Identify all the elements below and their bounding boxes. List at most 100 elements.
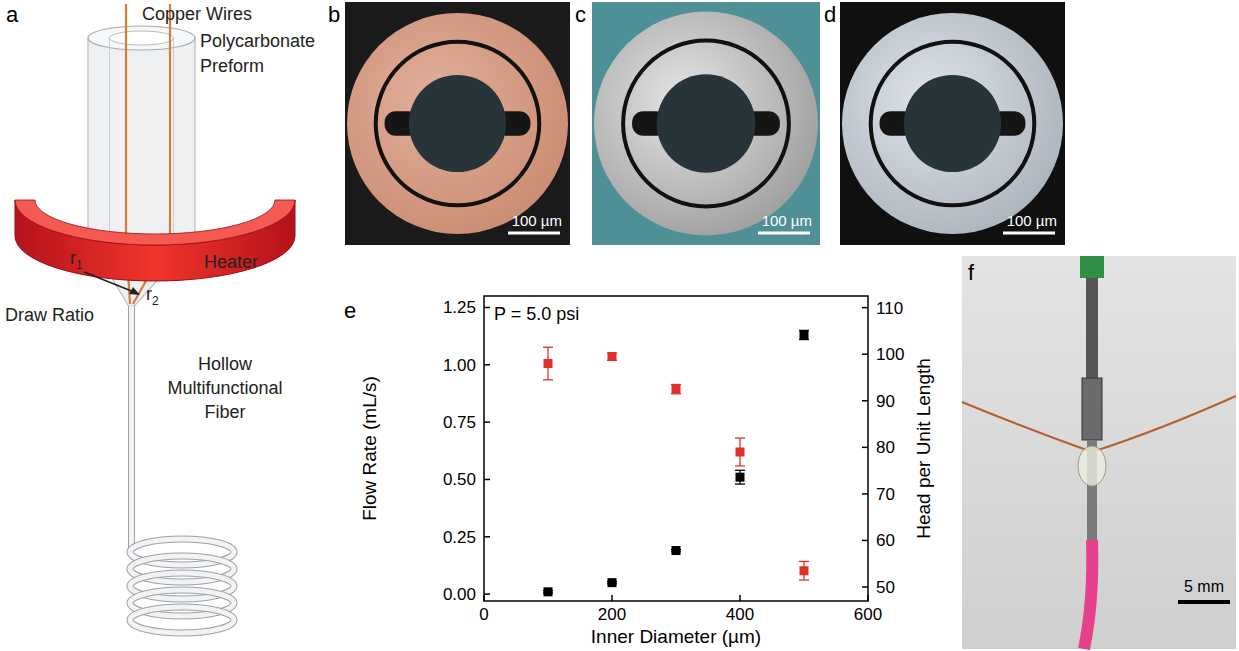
heater-top: [15, 200, 295, 245]
y-tick-label: 1.00: [443, 356, 476, 375]
fiber-ring: [376, 42, 540, 206]
panel-letter: e: [344, 298, 356, 323]
point: [544, 359, 553, 368]
y-tick-label: 0.00: [443, 585, 476, 604]
fiber-core: [409, 75, 506, 172]
y-tick: [484, 421, 490, 423]
error-bar: [607, 353, 617, 360]
point: [672, 385, 681, 394]
y-tick: [484, 536, 490, 538]
y2-tick: [862, 400, 868, 402]
scale-bar: [1178, 600, 1230, 604]
y-tick: [484, 364, 490, 366]
needle: [1086, 278, 1098, 378]
y2-tick-label: 110: [876, 299, 903, 318]
y2-tick: [862, 540, 868, 542]
figure: Copper Wires PolycarbonatePreform Heater r1…: [0, 0, 1239, 651]
y2-axis-title: Head per Unit Length: [913, 358, 934, 539]
y2-tick-label: 80: [876, 438, 895, 457]
connector: [1082, 378, 1102, 440]
y2-tick-label: 60: [876, 531, 895, 550]
error-bar-cap: [735, 465, 745, 466]
label: r2: [146, 284, 159, 308]
annotation: P = 5.0 psi: [494, 304, 579, 324]
label-line: Polycarbonate: [200, 31, 315, 51]
label-subscript: 2: [152, 294, 159, 308]
error-bar-cap: [735, 437, 745, 438]
error-bar: [671, 384, 681, 393]
preform-hole: [110, 31, 174, 45]
label-line: Multifunctional: [167, 378, 282, 398]
point: [672, 546, 681, 555]
y2-tick: [862, 447, 868, 449]
y2-tick: [862, 307, 868, 309]
error-bar: [543, 347, 553, 380]
label-line: Hollow: [198, 354, 253, 374]
panel-letter: c: [575, 2, 586, 27]
x-tick: [739, 595, 741, 601]
preform-inner: [173, 38, 174, 238]
fiber-core: [657, 74, 756, 173]
panel-letter: a: [6, 2, 19, 27]
arrow-head: [129, 287, 140, 295]
y-tick: [484, 479, 490, 481]
preform-inner: [109, 38, 110, 238]
arrow: [84, 272, 134, 292]
point: [736, 473, 745, 482]
fiber-ring: [623, 41, 789, 207]
panel-letter: d: [824, 2, 836, 27]
error-bar-cap: [735, 470, 745, 471]
error-bar-cap: [543, 379, 553, 380]
y-tick: [484, 593, 490, 595]
fiber: [129, 306, 134, 548]
plot-frame: [484, 296, 868, 601]
scale-label: 5 mm: [1184, 578, 1224, 595]
scale-label: 100 µm: [762, 212, 812, 229]
label: r1: [70, 248, 83, 272]
chart: 02004006000.000.250.500.751.001.25506070…: [359, 296, 934, 647]
error-bar-cap: [799, 579, 809, 580]
y-axis-title: Flow Rate (mL/s): [359, 376, 380, 521]
label: Heater: [204, 252, 258, 272]
point: [736, 447, 745, 456]
y2-tick: [862, 586, 868, 588]
photo-f: 5 mm: [962, 256, 1236, 649]
x-tick: [867, 595, 869, 601]
point: [544, 587, 553, 596]
error-bar-cap: [735, 483, 745, 484]
label: PolycarbonatePreform: [200, 31, 315, 76]
photo-background: [962, 256, 1236, 649]
error-bar-cap: [543, 347, 553, 348]
x-tick: [483, 595, 485, 601]
epoxy-droplet: [1078, 446, 1106, 486]
y-tick-label: 0.25: [443, 528, 476, 547]
x-tick-label: 600: [854, 605, 882, 624]
point: [608, 352, 617, 361]
wire: [962, 396, 1236, 452]
fiber-cladding: [594, 12, 818, 236]
y-tick-label: 0.50: [443, 470, 476, 489]
x-tick: [611, 595, 613, 601]
heater: [15, 200, 295, 281]
fiber-cladding: [842, 13, 1063, 234]
y2-tick-label: 70: [876, 485, 895, 504]
panel-letter: b: [328, 2, 340, 27]
y2-tick-label: 90: [876, 392, 895, 411]
point: [800, 330, 809, 339]
error-bar: [735, 470, 745, 484]
label: Draw Ratio: [5, 305, 94, 325]
label: Hollow Multifunctional Fiber: [167, 354, 282, 422]
error-bar: [799, 561, 809, 580]
fiber-coil-outline: [130, 607, 234, 633]
label-line: Fiber: [204, 402, 245, 422]
preform-body: [88, 38, 195, 238]
scale-label: 100 µm: [1007, 212, 1057, 229]
x-tick-label: 400: [726, 605, 754, 624]
plot-data: [543, 330, 809, 596]
label: Copper Wires: [142, 4, 252, 24]
fiber-coil: [130, 607, 234, 633]
photo-d: 100 µm: [840, 2, 1065, 245]
tube: [1084, 540, 1092, 649]
fiber-cladding: [347, 13, 568, 234]
y2-tick: [862, 493, 868, 495]
